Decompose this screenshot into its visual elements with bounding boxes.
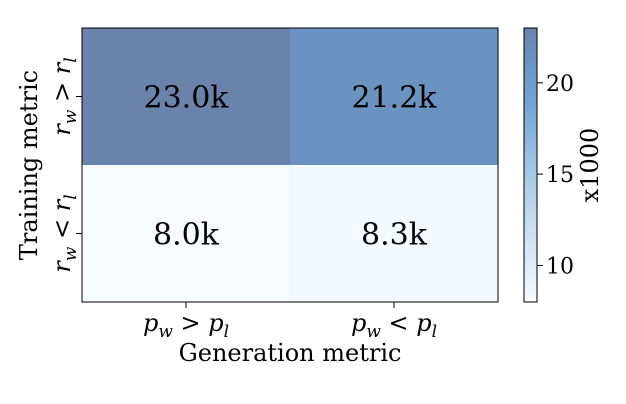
colorbar-tick-label-2: 20 xyxy=(546,72,574,97)
x-axis-label: Generation metric xyxy=(179,339,402,367)
colorbar-label: x1000 xyxy=(576,128,604,203)
cell-value-label-r1-c0: 8.0k xyxy=(153,218,220,253)
heatmap-cell-r1-c1 xyxy=(290,165,498,302)
x-tick-label-1: pw < pl xyxy=(351,309,437,342)
plot-frame xyxy=(81,27,499,303)
y-tick-label-1: rw < rl xyxy=(48,194,81,272)
cell-value-label-r1-c1: 8.3k xyxy=(361,218,428,253)
y-axis-ticks: rw > rl rw < rl xyxy=(48,57,82,273)
colorbar-tick-label-1: 15 xyxy=(546,163,574,188)
x-axis-ticks: pw > pl pw < pl xyxy=(143,302,437,342)
x-tick-label-0: pw > pl xyxy=(143,309,229,342)
heatmap-cells xyxy=(82,28,498,302)
heatmap-cell-labels: 23.0k 21.2k 8.0k 8.3k xyxy=(144,81,438,253)
heatmap-cell-r1-c0 xyxy=(82,165,290,302)
colorbar xyxy=(523,27,538,303)
heatmap-cell-r0-c0 xyxy=(82,28,290,165)
colorbar-ticks: 10 15 20 xyxy=(537,72,574,279)
colorbar-tick-label-0: 10 xyxy=(546,254,574,279)
y-tick-label-0: rw > rl xyxy=(48,57,81,135)
cell-value-label-r0-c1: 21.2k xyxy=(352,81,438,116)
y-axis-label: Training metric xyxy=(15,70,43,260)
heatmap-cell-r0-c1 xyxy=(290,28,498,165)
cell-value-label-r0-c0: 23.0k xyxy=(144,81,230,116)
